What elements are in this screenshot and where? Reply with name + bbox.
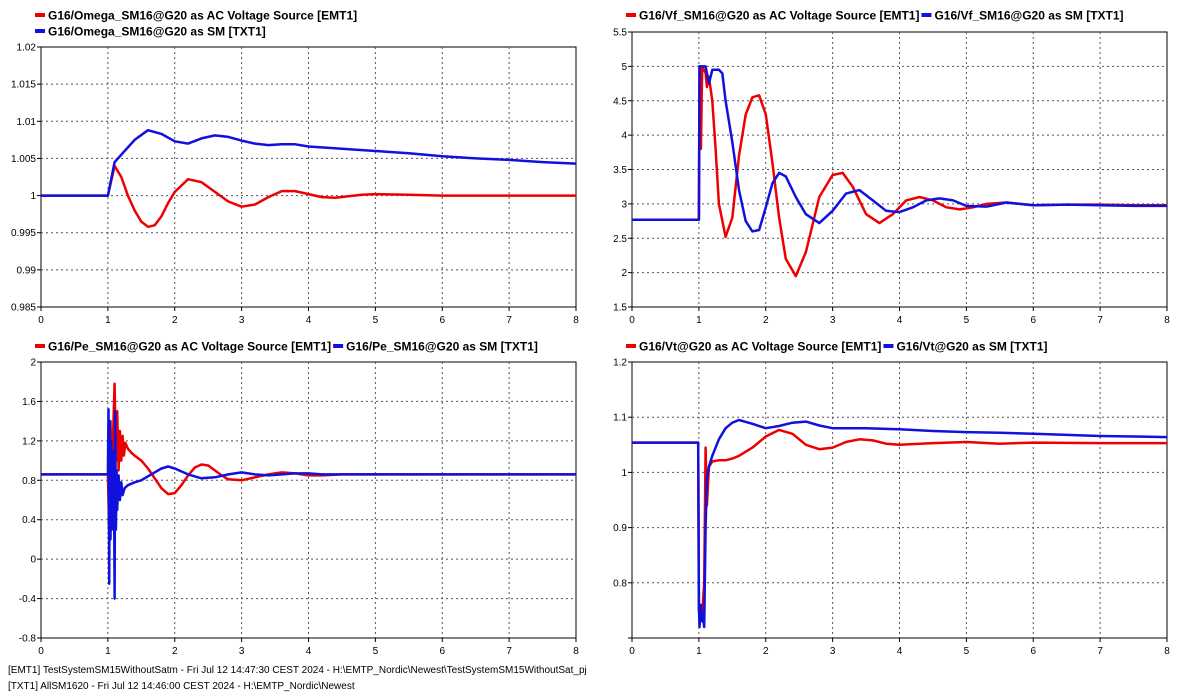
x-tick-label: 5	[373, 646, 379, 657]
y-tick-label: 1.1	[613, 413, 627, 424]
legend-entry: G16/Omega_SM16@G20 as AC Voltage Source …	[48, 9, 357, 23]
x-tick-label: 0	[38, 315, 44, 326]
x-tick-label: 7	[506, 315, 512, 326]
x-tick-label: 3	[830, 646, 836, 657]
footer-txt1-source: [TXT1] AllSM1620 - Fri Jul 12 14:46:00 C…	[8, 681, 355, 692]
x-tick-label: 4	[306, 646, 312, 657]
x-tick-label: 1	[696, 315, 702, 326]
series-line-txt1	[41, 128, 577, 197]
y-tick-label: 1.015	[11, 80, 36, 91]
y-tick-label: 1	[30, 191, 36, 202]
y-tick-label: 1.2	[22, 436, 36, 447]
x-tick-label: 6	[439, 315, 445, 326]
legend-entry: G16/Vt@G20 as SM [TXT1]	[896, 340, 1047, 354]
y-tick-label: 5	[621, 62, 627, 73]
x-tick-label: 5	[964, 646, 970, 657]
x-tick-label: 8	[1164, 315, 1170, 326]
legend-entry: G16/Vt@G20 as AC Voltage Source [EMT1]	[639, 340, 881, 354]
x-tick-label: 6	[1030, 646, 1036, 657]
x-tick-label: 3	[830, 315, 836, 326]
footer-emt1-source: [EMT1] TestSystemSM15WithoutSatm - Fri J…	[8, 665, 587, 676]
x-tick-label: 8	[573, 646, 579, 657]
y-tick-label: 0.8	[613, 578, 627, 589]
y-tick-label: 0.985	[11, 303, 36, 314]
x-tick-label: 8	[1164, 646, 1170, 657]
series-line-emt1	[41, 164, 576, 229]
x-tick-label: 0	[629, 315, 635, 326]
x-tick-label: 5	[964, 315, 970, 326]
x-tick-label: 0	[38, 646, 44, 657]
x-tick-label: 2	[172, 315, 178, 326]
x-tick-label: 5	[373, 315, 379, 326]
y-tick-label: 3.5	[613, 165, 627, 176]
legend-entry: G16/Pe_SM16@G20 as SM [TXT1]	[346, 340, 538, 354]
x-tick-label: 1	[105, 315, 111, 326]
legend-entry: G16/Vf_SM16@G20 as AC Voltage Source [EM…	[639, 9, 919, 23]
x-tick-label: 7	[1097, 646, 1103, 657]
y-tick-label: 0.4	[22, 515, 36, 526]
y-tick-label: 4.5	[613, 96, 627, 107]
y-tick-label: 1.02	[17, 43, 37, 54]
x-tick-label: 3	[239, 646, 245, 657]
x-tick-label: 7	[1097, 315, 1103, 326]
x-tick-label: 2	[763, 646, 769, 657]
y-tick-label: 1.01	[17, 117, 37, 128]
legend-entry: G16/Vf_SM16@G20 as SM [TXT1]	[934, 9, 1123, 23]
x-tick-label: 6	[1030, 315, 1036, 326]
x-tick-label: 4	[897, 646, 903, 657]
y-tick-label: 5.5	[613, 28, 627, 39]
y-tick-label: 1	[621, 468, 627, 479]
x-tick-label: 7	[506, 646, 512, 657]
y-tick-label: 0	[30, 555, 36, 566]
x-tick-label: 8	[573, 315, 579, 326]
x-tick-label: 4	[306, 315, 312, 326]
y-tick-label: -0.8	[19, 634, 37, 645]
y-tick-label: 2	[621, 268, 627, 279]
x-tick-label: 6	[439, 646, 445, 657]
x-tick-label: 1	[105, 646, 111, 657]
x-tick-label: 2	[172, 646, 178, 657]
series-line-txt1	[632, 65, 1167, 233]
series-line-txt1	[632, 418, 1168, 629]
x-tick-label: 2	[763, 315, 769, 326]
x-tick-label: 0	[629, 646, 635, 657]
x-tick-label: 3	[239, 315, 245, 326]
y-tick-label: 0.8	[22, 476, 36, 487]
x-tick-label: 1	[696, 646, 702, 657]
y-tick-label: -0.4	[19, 594, 37, 605]
y-tick-label: 4	[621, 131, 627, 142]
y-tick-label: 2.5	[613, 234, 627, 245]
y-tick-label: 1.005	[11, 154, 36, 165]
legend-entry: G16/Pe_SM16@G20 as AC Voltage Source [EM…	[48, 340, 331, 354]
y-tick-label: 3	[621, 199, 627, 210]
y-tick-label: 1.6	[22, 397, 36, 408]
y-tick-label: 1.5	[613, 303, 627, 314]
legend-entry: G16/Omega_SM16@G20 as SM [TXT1]	[48, 25, 266, 39]
y-tick-label: 2	[30, 358, 36, 369]
y-tick-label: 1.2	[613, 358, 627, 369]
x-tick-label: 4	[897, 315, 903, 326]
y-tick-label: 0.99	[17, 265, 37, 276]
y-tick-label: 0.9	[613, 523, 627, 534]
y-tick-label: 0.995	[11, 228, 36, 239]
series-line-txt1	[41, 408, 576, 600]
